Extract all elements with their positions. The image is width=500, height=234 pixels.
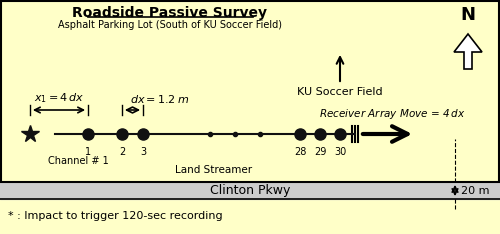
Polygon shape <box>454 34 482 69</box>
Text: 2: 2 <box>119 147 125 157</box>
Text: Asphalt Parking Lot (South of KU Soccer Field): Asphalt Parking Lot (South of KU Soccer … <box>58 20 282 30</box>
Bar <box>0 182 500 199</box>
Text: Land Streamer: Land Streamer <box>176 165 252 175</box>
Text: Roadside Passive Survey: Roadside Passive Survey <box>72 6 268 20</box>
Text: * : Impact to trigger 120-sec recording: * : Impact to trigger 120-sec recording <box>8 211 222 221</box>
Text: Clinton Pkwy: Clinton Pkwy <box>210 184 290 197</box>
Text: 28: 28 <box>294 147 306 157</box>
Text: 3: 3 <box>140 147 146 157</box>
Text: 29: 29 <box>314 147 326 157</box>
Text: 1: 1 <box>85 147 91 157</box>
Text: $dx = 1.2$ m: $dx = 1.2$ m <box>130 93 190 105</box>
Text: 20 m: 20 m <box>461 186 490 195</box>
Text: KU Soccer Field: KU Soccer Field <box>297 87 383 97</box>
Text: Channel # 1: Channel # 1 <box>48 156 108 166</box>
Text: N: N <box>460 6 475 24</box>
Text: Receiver Array Move = 4$\,dx$: Receiver Array Move = 4$\,dx$ <box>320 107 466 121</box>
Text: 30: 30 <box>334 147 346 157</box>
Text: $x_1 = 4\,dx$: $x_1 = 4\,dx$ <box>34 91 84 105</box>
Bar <box>1 1 499 182</box>
